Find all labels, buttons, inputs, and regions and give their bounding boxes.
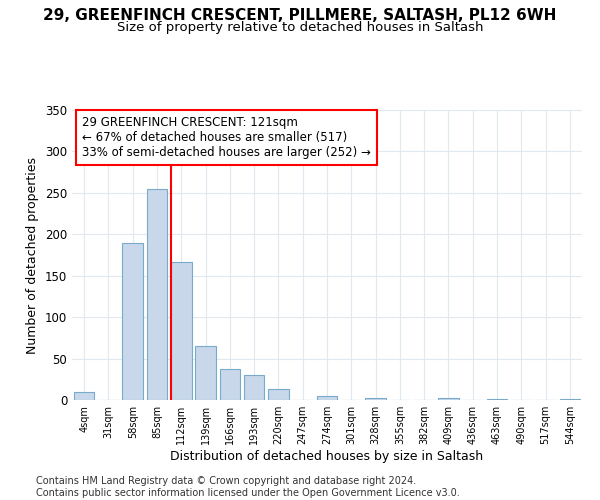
Bar: [146, 188, 167, 400]
Bar: [317, 396, 337, 400]
Bar: [487, 399, 508, 400]
Text: Contains HM Land Registry data © Crown copyright and database right 2024.
Contai: Contains HM Land Registry data © Crown c…: [36, 476, 460, 498]
Bar: [74, 392, 94, 400]
Y-axis label: Number of detached properties: Number of detached properties: [26, 156, 40, 354]
Bar: [365, 398, 386, 400]
Bar: [560, 399, 580, 400]
Text: Size of property relative to detached houses in Saltash: Size of property relative to detached ho…: [117, 21, 483, 34]
X-axis label: Distribution of detached houses by size in Saltash: Distribution of detached houses by size …: [170, 450, 484, 463]
Bar: [171, 262, 191, 400]
Text: 29 GREENFINCH CRESCENT: 121sqm
← 67% of detached houses are smaller (517)
33% of: 29 GREENFINCH CRESCENT: 121sqm ← 67% of …: [82, 116, 371, 159]
Bar: [438, 398, 459, 400]
Bar: [268, 389, 289, 400]
Text: 29, GREENFINCH CRESCENT, PILLMERE, SALTASH, PL12 6WH: 29, GREENFINCH CRESCENT, PILLMERE, SALTA…: [43, 8, 557, 22]
Bar: [195, 346, 216, 400]
Bar: [244, 375, 265, 400]
Bar: [220, 370, 240, 400]
Bar: [122, 242, 143, 400]
